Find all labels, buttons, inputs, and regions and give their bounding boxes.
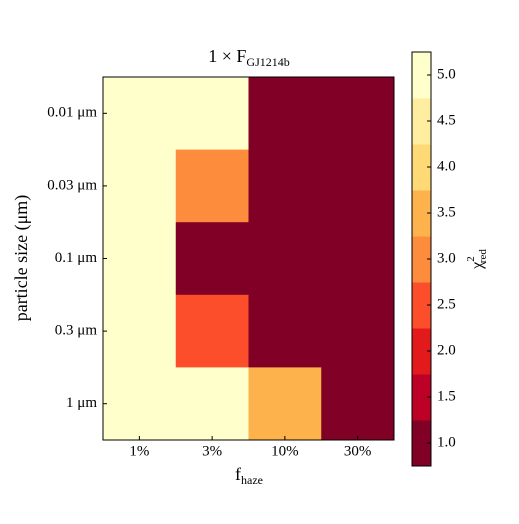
cbar-label-text: χ	[469, 261, 486, 270]
heatmap-cell	[248, 149, 322, 223]
colorbar-band	[412, 190, 431, 237]
heatmap-cell	[103, 294, 177, 368]
heatmap-cell	[321, 222, 395, 296]
colorbar-label: χ2red	[465, 249, 489, 270]
colorbar-band	[412, 236, 431, 283]
colorbar-tick-label: 2.0	[437, 342, 456, 358]
heatmap-cell	[175, 149, 249, 223]
heatmap-cell	[321, 149, 395, 223]
colorbar-tick-label: 3.0	[437, 250, 456, 266]
x-axis-label: fhaze	[235, 464, 263, 487]
colorbar-tick-label: 1.0	[437, 434, 456, 450]
xlabel-text: f	[235, 464, 241, 484]
colorbar-tick-label: 2.5	[437, 296, 456, 312]
heatmap-cell	[321, 367, 395, 441]
y-tick-label: 0.03 μm	[47, 177, 97, 193]
x-tick-label: 3%	[202, 443, 222, 459]
xlabel-subscript: haze	[241, 473, 263, 487]
colorbar-band	[412, 282, 431, 329]
y-axis-label: particle size (μm)	[11, 195, 32, 322]
title-text: 1 × F	[208, 46, 246, 66]
heatmap-cell	[103, 149, 177, 223]
heatmap-cell	[248, 222, 322, 296]
colorbar-band	[412, 420, 431, 467]
colorbar-tick-label: 5.0	[437, 66, 456, 82]
y-tick-label: 0.1 μm	[55, 250, 98, 266]
heatmap-cell	[103, 77, 177, 151]
heatmap-cell	[248, 77, 322, 151]
heatmap-cell	[248, 367, 322, 441]
y-tick-label: 1 μm	[66, 395, 97, 411]
cbar-label-sub: red	[477, 249, 489, 264]
chart-title: 1 × FGJ1214b	[208, 46, 290, 69]
colorbar-band	[412, 98, 431, 145]
colorbar-band	[412, 144, 431, 191]
heatmap-cell	[175, 367, 249, 441]
heatmap-cell	[103, 367, 177, 441]
colorbar-band	[412, 52, 431, 99]
heatmap-cell	[175, 222, 249, 296]
heatmap-cell	[175, 294, 249, 368]
heatmap-cell	[175, 77, 249, 151]
cbar-label-sup: 2	[465, 256, 477, 262]
heatmap-cell	[321, 294, 395, 368]
y-tick-label: 0.01 μm	[47, 105, 97, 121]
y-tick-label: 0.3 μm	[55, 323, 98, 339]
colorbar-tick-label: 4.5	[437, 112, 456, 128]
x-tick-label: 10%	[271, 443, 299, 459]
title-subscript: GJ1214b	[246, 55, 289, 69]
colorbar-tick-label: 1.5	[437, 388, 456, 404]
heatmap-cell	[321, 77, 395, 151]
heatmap-cell	[248, 294, 322, 368]
colorbar-tick-label: 4.0	[437, 158, 456, 174]
x-tick-label: 30%	[344, 443, 372, 459]
x-tick-label: 1%	[129, 443, 149, 459]
colorbar-band	[412, 328, 431, 375]
heatmap-cell	[103, 222, 177, 296]
colorbar-band	[412, 374, 431, 421]
colorbar-tick-label: 3.5	[437, 204, 456, 220]
